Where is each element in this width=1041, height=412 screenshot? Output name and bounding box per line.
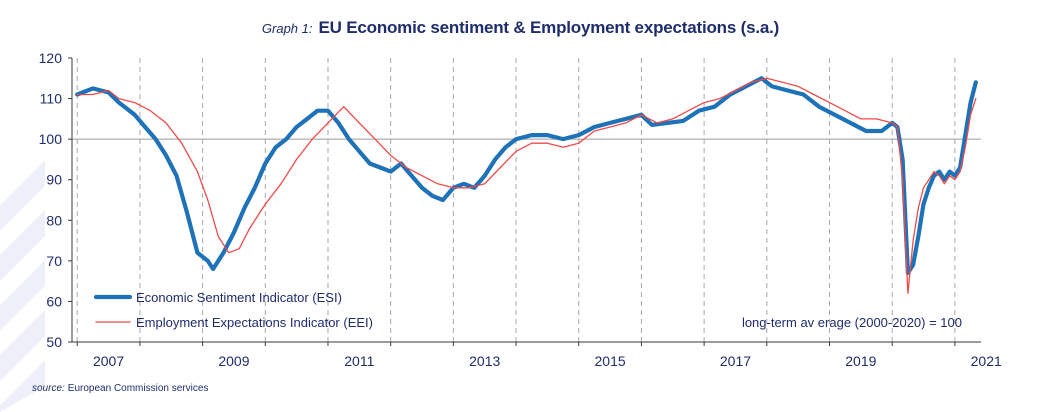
x-tick-label: 2015: [595, 353, 626, 369]
y-tick-label: 80: [46, 212, 62, 228]
legend-label: Employment Expectations Indicator (EEI): [136, 315, 373, 330]
legend-item: Employment Expectations Indicator (EEI): [95, 315, 373, 330]
deco-stripe: [0, 360, 45, 412]
x-tick-label: 2017: [720, 353, 751, 369]
x-tick-label: 2007: [93, 353, 124, 369]
chart-title: Graph 1: EU Economic sentiment & Employme…: [0, 18, 1041, 38]
source-label: source:: [32, 383, 65, 394]
series-eei: [76, 77, 977, 294]
y-tick-label: 50: [46, 334, 62, 350]
reference-note: long-term av erage (2000-2020) = 100: [742, 315, 962, 330]
y-tick-label: 110: [40, 91, 63, 107]
y-tick-label: 100: [39, 131, 63, 147]
y-tick-label: 120: [39, 50, 63, 66]
deco-stripe: [0, 160, 45, 231]
x-tick-label: 2019: [845, 353, 876, 369]
source-text: European Commission services: [67, 383, 209, 394]
legend: Economic Sentiment Indicator (ESI) Employ…: [93, 290, 373, 330]
series-line: [75, 76, 978, 276]
series-esi: [75, 76, 978, 276]
series-line: [76, 77, 977, 294]
legend-label: Economic Sentiment Indicator (ESI): [136, 290, 342, 305]
chart-title-main: EU Economic sentiment & Employment expec…: [318, 18, 780, 37]
deco-stripe: [0, 260, 45, 331]
y-tick-label: 60: [46, 293, 62, 309]
x-tick-label: 2011: [344, 353, 374, 369]
y-tick-label: 70: [46, 253, 62, 269]
deco-stripe: [0, 310, 45, 381]
y-tick-label: 90: [46, 172, 62, 188]
x-tick-label: 2013: [469, 353, 500, 369]
legend-item: Economic Sentiment Indicator (ESI): [93, 290, 342, 305]
x-tick-label: 2021: [971, 353, 1002, 369]
deco-stripe: [0, 210, 45, 281]
chart-title-prefix: Graph 1:: [261, 21, 313, 36]
source-note: source: European Commission services: [32, 383, 208, 394]
x-tick-label: 2009: [218, 353, 249, 369]
